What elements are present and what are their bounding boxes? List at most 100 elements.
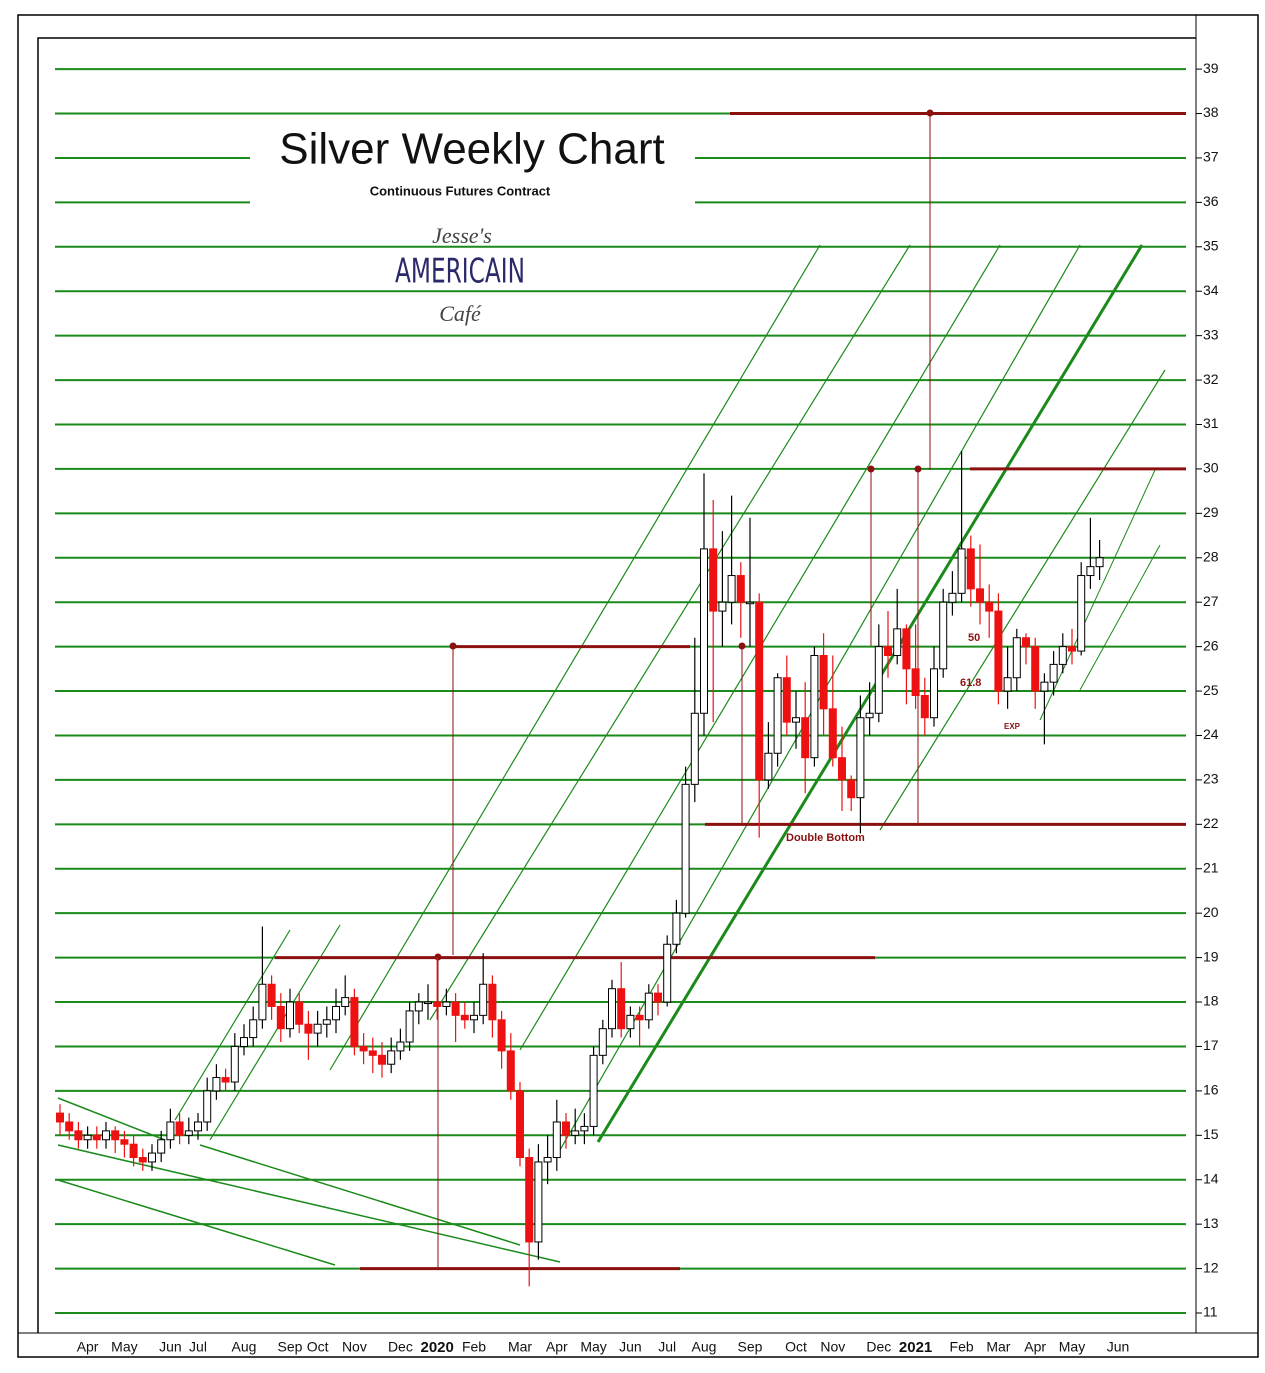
candle-body bbox=[663, 943, 672, 1003]
candle-body bbox=[433, 1001, 442, 1007]
candle-body bbox=[166, 1121, 175, 1141]
candle-body bbox=[350, 997, 359, 1047]
candle-body bbox=[1068, 646, 1076, 652]
candle-body bbox=[635, 1014, 644, 1021]
trend-lines bbox=[57, 244, 1166, 1266]
candle-body bbox=[617, 988, 626, 1030]
candle-body bbox=[359, 1045, 368, 1052]
candle-body bbox=[976, 588, 984, 603]
candle-body bbox=[221, 1077, 230, 1083]
candle-body bbox=[157, 1139, 166, 1154]
x-tick-label: May bbox=[111, 1339, 137, 1355]
candle-body bbox=[930, 668, 938, 719]
candle-body bbox=[65, 1121, 74, 1132]
candle-body bbox=[1095, 557, 1104, 568]
candle-body bbox=[525, 1157, 534, 1243]
candle-body bbox=[258, 983, 267, 1021]
candle-body bbox=[709, 548, 718, 612]
candle-body bbox=[129, 1143, 138, 1159]
candle-body bbox=[138, 1157, 147, 1163]
candle-body bbox=[893, 628, 902, 657]
x-tick-label: May bbox=[1059, 1339, 1085, 1355]
candle-body bbox=[810, 655, 819, 759]
x-tick-label: Jun bbox=[1107, 1339, 1130, 1355]
candle-body bbox=[562, 1121, 570, 1136]
logo-top: Jesse's bbox=[432, 223, 492, 248]
candle-body bbox=[755, 601, 764, 781]
y-tick-label: 38 bbox=[1203, 104, 1219, 120]
y-tick-label: 39 bbox=[1203, 60, 1219, 76]
candle-body bbox=[1022, 637, 1030, 648]
candle-body bbox=[580, 1125, 589, 1132]
y-tick-label: 32 bbox=[1203, 371, 1219, 387]
candles bbox=[56, 451, 1104, 1287]
candle-body bbox=[322, 1019, 331, 1025]
candle-body bbox=[828, 708, 837, 759]
y-tick-label: 16 bbox=[1203, 1082, 1219, 1098]
candle-body bbox=[838, 757, 846, 781]
candle-body bbox=[488, 983, 497, 1021]
candle-body bbox=[249, 1019, 258, 1039]
x-tick-label: Jun bbox=[159, 1339, 182, 1355]
candle-body bbox=[56, 1112, 64, 1123]
candle-body bbox=[378, 1054, 386, 1065]
candle-body bbox=[764, 752, 773, 781]
x-tick-label: Nov bbox=[342, 1339, 367, 1355]
candle-body bbox=[1040, 681, 1049, 692]
y-tick-label: 25 bbox=[1203, 682, 1219, 698]
y-tick-label: 18 bbox=[1203, 993, 1219, 1009]
y-tick-label: 14 bbox=[1203, 1170, 1219, 1186]
candle-body bbox=[782, 677, 791, 723]
candle-body bbox=[405, 1010, 414, 1043]
title-box bbox=[250, 118, 695, 208]
outer-frame bbox=[17, 14, 1259, 1358]
annotation: 61.8 bbox=[960, 677, 981, 689]
candle-body bbox=[516, 1090, 524, 1159]
candle-body bbox=[801, 717, 810, 759]
candle-body bbox=[966, 548, 975, 590]
candle-body bbox=[111, 1130, 120, 1141]
candle-body bbox=[865, 712, 874, 719]
candle-body bbox=[534, 1161, 543, 1243]
y-tick-label: 21 bbox=[1203, 859, 1219, 875]
candle-body bbox=[295, 1001, 304, 1025]
candle-body bbox=[368, 1050, 377, 1056]
candle-body bbox=[773, 677, 782, 754]
y-tick-label: 19 bbox=[1203, 948, 1219, 964]
candle-body bbox=[120, 1139, 129, 1145]
candle-body bbox=[240, 1037, 248, 1047]
candle-body bbox=[479, 983, 488, 1016]
candle-body bbox=[654, 992, 662, 1003]
candle-body bbox=[920, 694, 929, 719]
candle-body bbox=[414, 1001, 423, 1012]
x-tick-label: Feb bbox=[462, 1339, 486, 1355]
y-tick-label: 29 bbox=[1203, 504, 1219, 520]
y-tick-label: 31 bbox=[1203, 415, 1219, 431]
candle-body bbox=[102, 1130, 110, 1141]
candle-body bbox=[792, 717, 800, 723]
x-tick-label: Dec bbox=[866, 1339, 891, 1355]
candle-body bbox=[985, 601, 994, 612]
candle-body bbox=[718, 601, 727, 612]
x-tick-label: Aug bbox=[232, 1339, 257, 1355]
x-tick-label: Mar bbox=[508, 1339, 532, 1355]
x-tick-label: Jul bbox=[658, 1339, 676, 1355]
candle-body bbox=[746, 601, 754, 605]
x-tick-label: Sep bbox=[738, 1339, 763, 1355]
candle-body bbox=[212, 1077, 221, 1092]
x-tick-label: Mar bbox=[986, 1339, 1010, 1355]
grid bbox=[55, 68, 1202, 1315]
candle-body bbox=[83, 1134, 92, 1141]
candle-body bbox=[1049, 663, 1058, 683]
candle-body bbox=[470, 1014, 478, 1021]
x-tick-label: Feb bbox=[950, 1339, 974, 1355]
candle-body bbox=[681, 783, 690, 914]
annotation: EXP bbox=[1004, 722, 1021, 731]
levels bbox=[275, 112, 1186, 1271]
candle-body bbox=[884, 646, 892, 657]
x-tick-label: 2020 bbox=[421, 1339, 454, 1356]
candle-body bbox=[911, 668, 920, 696]
y-tick-label: 30 bbox=[1203, 460, 1219, 476]
candle-body bbox=[1003, 677, 1012, 692]
